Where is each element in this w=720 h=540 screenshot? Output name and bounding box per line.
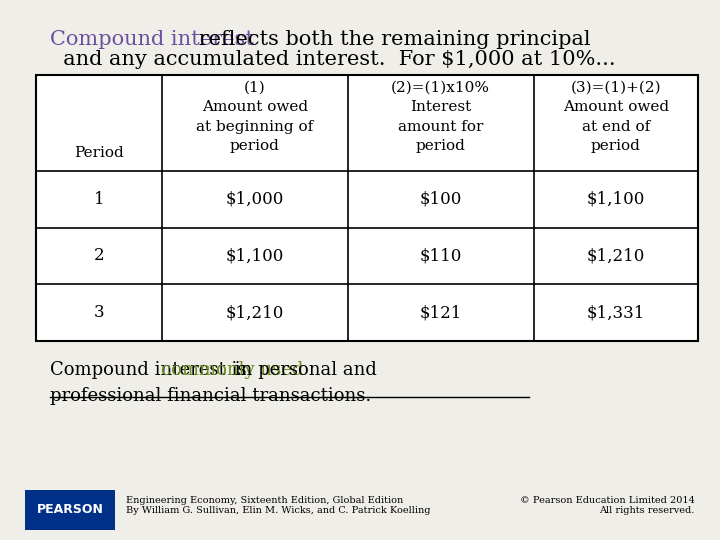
Text: commonly used: commonly used [161, 361, 303, 379]
Text: $1,100: $1,100 [225, 247, 284, 265]
Text: Compound interest: Compound interest [50, 30, 254, 49]
Text: at end of: at end of [582, 120, 650, 134]
Text: $1,210: $1,210 [587, 247, 645, 265]
Text: (1): (1) [244, 81, 266, 95]
Text: $1,100: $1,100 [587, 191, 645, 207]
Text: reflects both the remaining principal: reflects both the remaining principal [192, 30, 590, 49]
Text: 3: 3 [94, 305, 104, 321]
Text: (2)=(1)x10%: (2)=(1)x10% [391, 81, 490, 95]
Text: period: period [415, 139, 466, 153]
Text: Amount owed: Amount owed [563, 100, 669, 114]
Text: professional financial transactions.: professional financial transactions. [50, 387, 372, 404]
Text: PEARSON: PEARSON [37, 503, 103, 516]
Text: Period: Period [74, 146, 124, 160]
Text: Engineering Economy, Sixteenth Edition, Global Edition
By William G. Sullivan, E: Engineering Economy, Sixteenth Edition, … [126, 496, 431, 515]
Text: $1,331: $1,331 [587, 305, 645, 321]
Text: period: period [591, 139, 641, 153]
Text: in personal and: in personal and [229, 361, 377, 379]
Text: Interest: Interest [410, 100, 472, 114]
Text: $1,210: $1,210 [225, 305, 284, 321]
Text: 1: 1 [94, 191, 104, 207]
Text: 2: 2 [94, 247, 104, 265]
Text: $100: $100 [420, 191, 462, 207]
Text: $1,000: $1,000 [225, 191, 284, 207]
Text: at beginning of: at beginning of [197, 120, 313, 134]
Text: period: period [230, 139, 280, 153]
Text: © Pearson Education Limited 2014
All rights reserved.: © Pearson Education Limited 2014 All rig… [520, 496, 695, 515]
Text: $110: $110 [420, 247, 462, 265]
Text: and any accumulated interest.  For $1,000 at 10%...: and any accumulated interest. For $1,000… [50, 50, 616, 69]
Text: (3)=(1)+(2): (3)=(1)+(2) [571, 81, 661, 95]
Text: Compound interest is: Compound interest is [50, 361, 253, 379]
Text: Amount owed: Amount owed [202, 100, 308, 114]
Text: amount for: amount for [398, 120, 483, 134]
Text: $121: $121 [420, 305, 462, 321]
